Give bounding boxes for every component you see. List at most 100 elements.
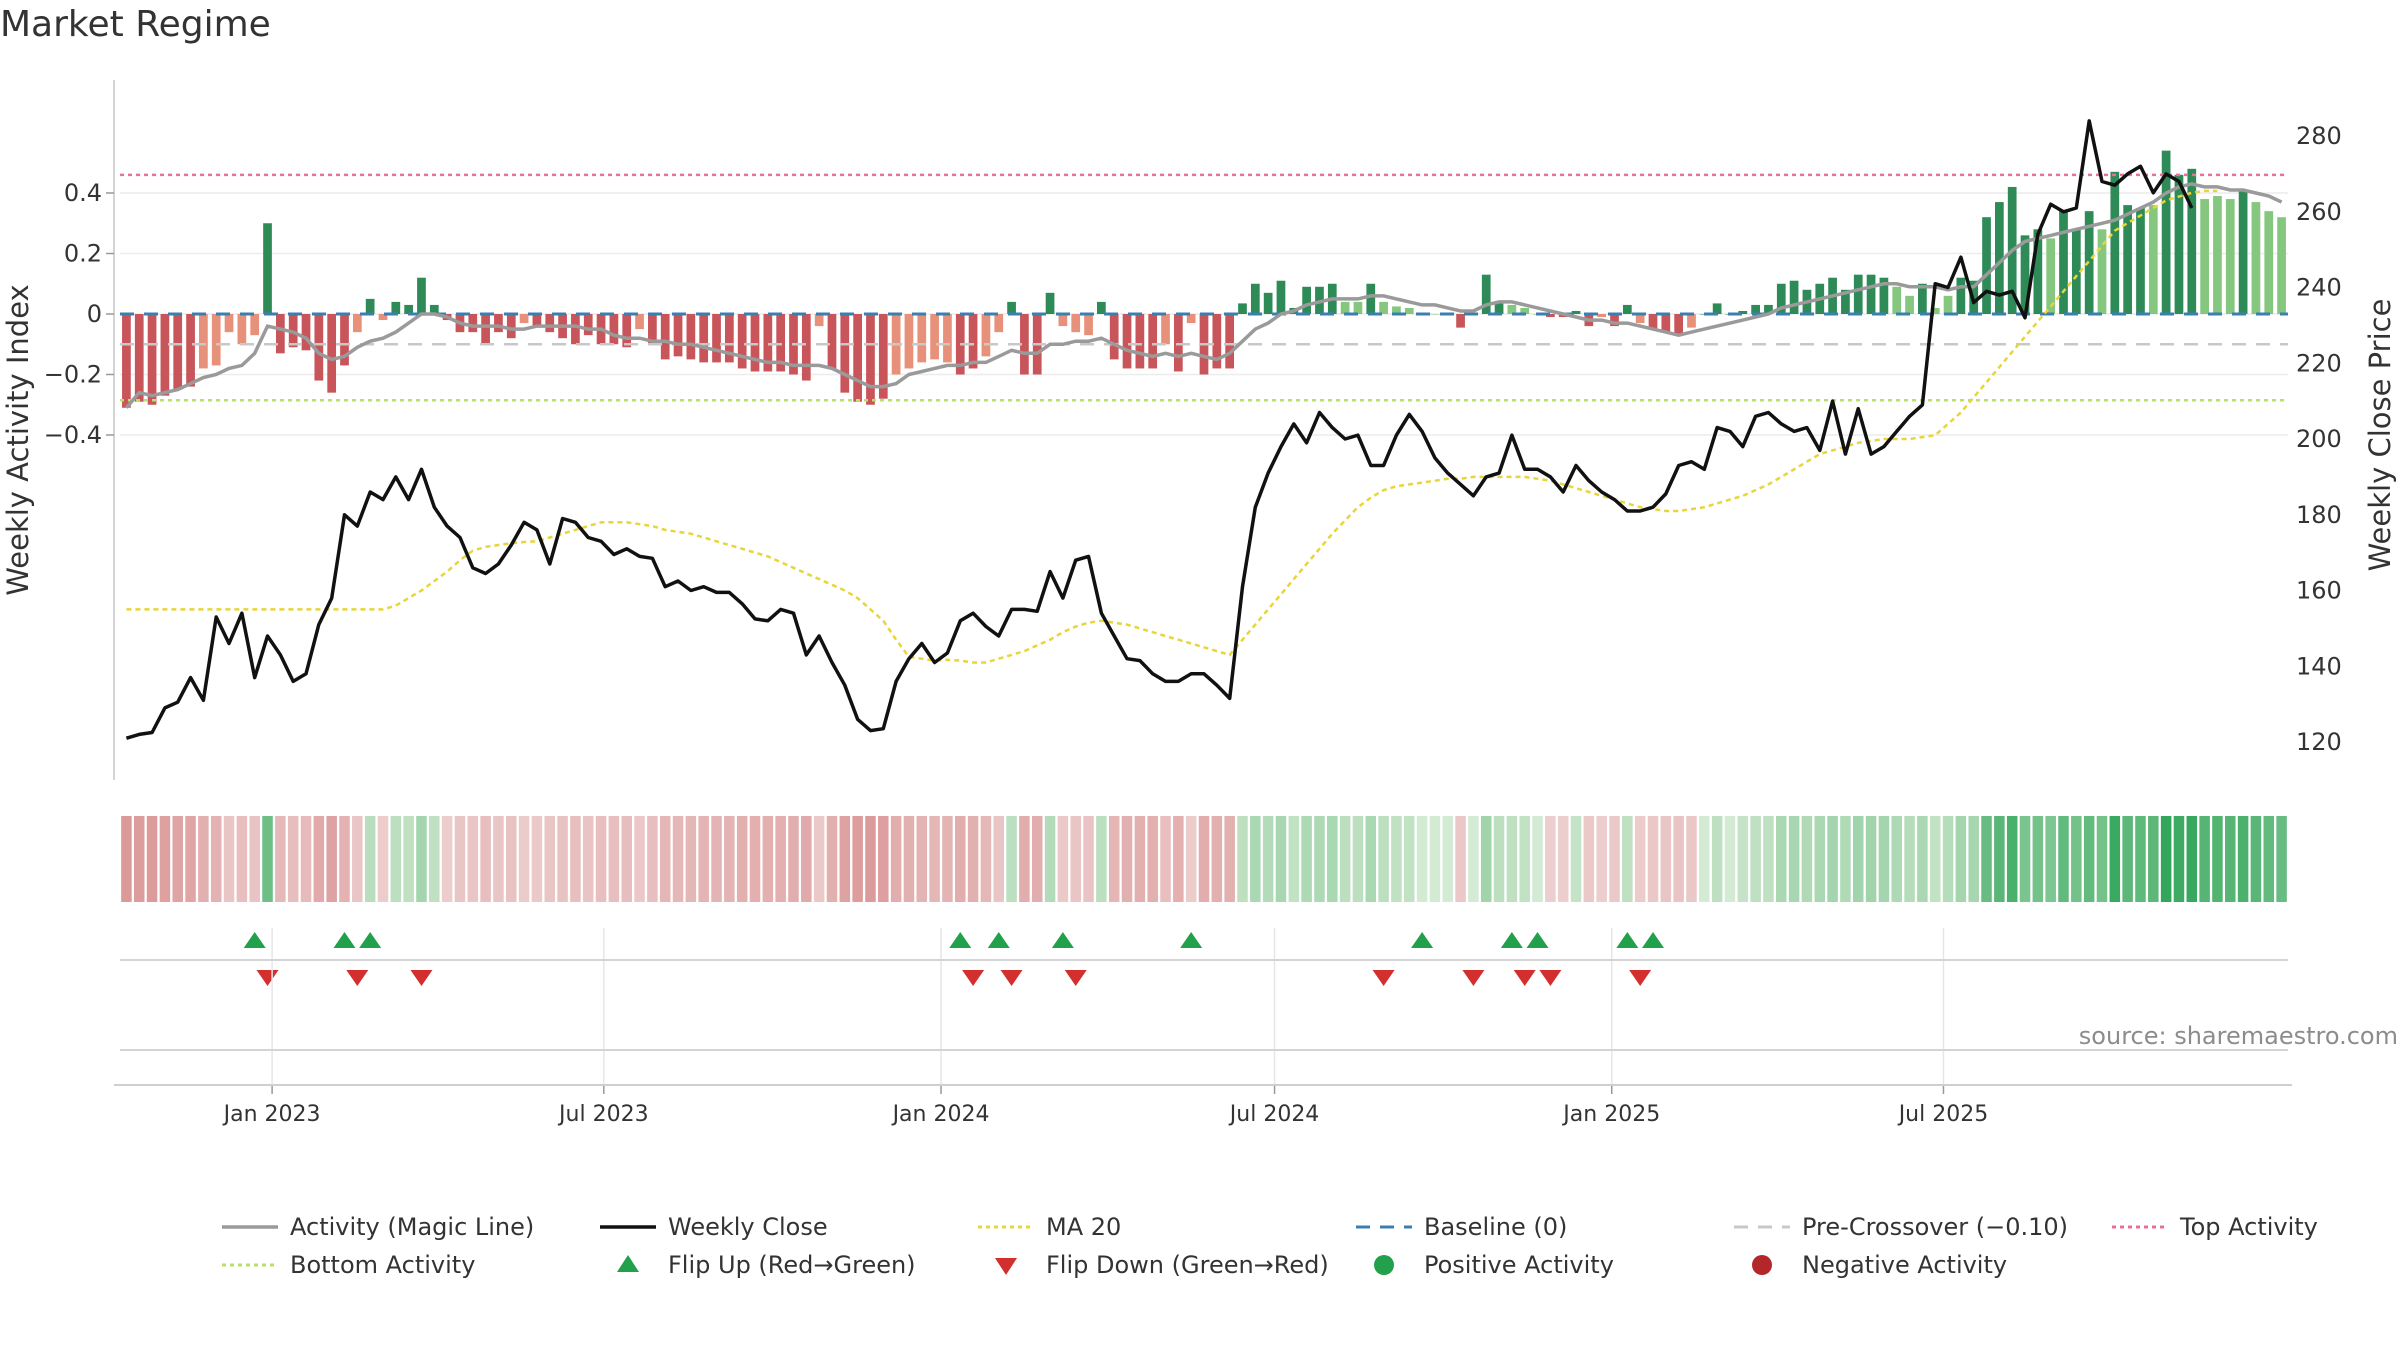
regime-cell	[544, 816, 556, 902]
activity-bar	[1905, 295, 1914, 314]
regime-cell	[352, 816, 363, 902]
regime-cell	[1840, 816, 1851, 902]
regime-cell	[1416, 816, 1428, 902]
legend-item-bottom-activity: Bottom Activity	[218, 1248, 475, 1282]
regime-cell	[1378, 816, 1389, 902]
activity-bar	[1161, 314, 1170, 345]
activity-bar	[2020, 235, 2030, 314]
activity-bar	[737, 314, 747, 369]
activity-bar	[275, 314, 285, 354]
activity-bar	[1610, 314, 1619, 327]
legend-item-top-activity: Top Activity	[2108, 1210, 2318, 1244]
activity-bar	[391, 301, 401, 314]
y2-tick-label: 220	[2296, 349, 2342, 377]
regime-cell	[1314, 816, 1325, 902]
activity-bar	[1507, 304, 1517, 314]
regime-cell	[1878, 816, 1890, 902]
regime-cell	[339, 816, 350, 902]
flip-up-marker	[1616, 932, 1639, 948]
activity-bar	[1263, 292, 1273, 314]
regime-cell	[1185, 816, 1197, 902]
regime-cell	[1994, 816, 2005, 902]
flip-up-marker	[1526, 932, 1549, 948]
regime-cell	[236, 816, 248, 902]
regime-cell	[1583, 816, 1595, 902]
activity-bar	[2238, 189, 2248, 314]
regime-cell	[955, 816, 966, 902]
regime-cell	[275, 816, 286, 902]
activity-bar	[1712, 303, 1722, 314]
regime-cell	[1570, 816, 1582, 902]
regime-cell	[685, 816, 697, 902]
activity-bar	[494, 314, 503, 333]
regime-cell	[1711, 816, 1723, 902]
regime-cell	[1108, 816, 1120, 902]
regime-cell	[2199, 816, 2210, 902]
activity-bar	[237, 314, 247, 345]
activity-bar	[519, 314, 529, 324]
regime-cell	[724, 816, 735, 902]
regime-cell	[2237, 816, 2249, 902]
regime-cell	[749, 816, 761, 902]
activity-bar	[2097, 229, 2107, 314]
activity-bar	[673, 314, 683, 357]
regime-cell	[1917, 816, 1928, 902]
axes: 0.4 0.2 0 −0.2 −0.4 280 260 240 220 200 180 160 140 1…	[44, 80, 2342, 780]
activity-bar	[840, 314, 850, 393]
regime-cell	[993, 816, 1005, 902]
regime-cell	[1865, 816, 1877, 902]
activity-bar	[1379, 301, 1388, 314]
regime-cell	[1776, 816, 1787, 902]
regime-cell	[1339, 816, 1351, 902]
activity-bar	[1366, 283, 1376, 314]
market-regime-chart: 0.4 0.2 0 −0.2 −0.4 280 260 240 220 200 180 160 140 1…	[1, 80, 2397, 1127]
flip-up-marker	[1500, 932, 1523, 948]
activity-bar	[750, 314, 760, 372]
flip-up-marker	[1641, 932, 1664, 948]
activity-bar	[2161, 150, 2171, 314]
activity-bar	[545, 314, 555, 333]
activity-bar	[1918, 283, 1927, 314]
activity-bar	[1045, 292, 1055, 314]
regime-cell	[2276, 816, 2287, 902]
activity-bar	[1879, 277, 1889, 314]
regime-cell	[1609, 816, 1620, 902]
activity-bar	[827, 314, 837, 369]
flip-down-marker	[346, 970, 369, 986]
regime-cell	[198, 816, 209, 902]
regime-cell	[326, 816, 337, 902]
y2-tick-label: 160	[2296, 577, 2342, 605]
magic-line	[125, 182, 2283, 409]
activity-bar	[1494, 301, 1504, 314]
regime-cell	[1057, 816, 1069, 902]
activity-bar	[1738, 310, 1748, 314]
y-axis-label: Weekly Activity Index	[1, 284, 35, 595]
regime-cell	[223, 816, 235, 902]
activity-bar	[532, 314, 542, 327]
regime-cell	[839, 816, 851, 902]
regime-cell	[518, 816, 530, 902]
activity-bar	[1340, 301, 1350, 314]
activity-bar	[1456, 314, 1465, 328]
activity-bar	[378, 314, 388, 321]
triangle-down-icon	[995, 1258, 1017, 1275]
regime-cell	[2122, 816, 2133, 902]
activity-bar	[1751, 304, 1760, 314]
activity-bar	[763, 314, 773, 372]
regime-cell	[1634, 816, 1646, 902]
activity-bar	[327, 314, 337, 393]
regime-cell	[1660, 816, 1672, 902]
activity-bar	[1994, 202, 2004, 314]
activity-bar	[1943, 295, 1953, 314]
regime-cell	[698, 816, 709, 902]
legend-label: Flip Down (Green→Red)	[1046, 1251, 1329, 1279]
activity-bar	[1853, 274, 1863, 314]
regime-cell	[1596, 816, 1607, 902]
activity-bar	[622, 314, 632, 348]
activity-bar	[1622, 304, 1632, 314]
flip-down-marker	[962, 970, 985, 986]
activity-bar	[853, 314, 862, 402]
regime-cell	[1455, 816, 1466, 902]
activity-bar	[160, 314, 170, 396]
activity-bar	[506, 314, 516, 339]
